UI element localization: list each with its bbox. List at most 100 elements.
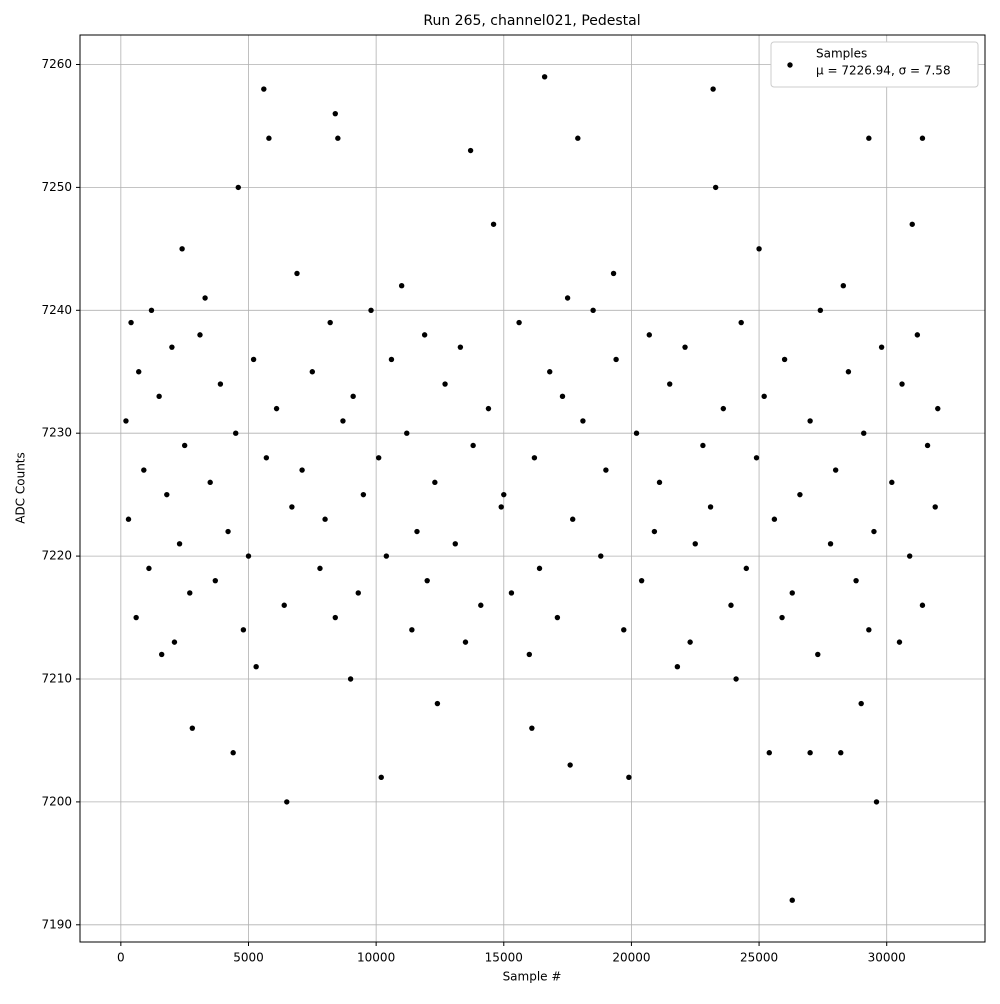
data-point <box>327 319 333 326</box>
x-tick-label: 5000 <box>233 951 264 965</box>
data-point <box>710 86 716 92</box>
data-point <box>743 565 750 572</box>
data-point <box>404 430 410 436</box>
data-point <box>682 344 688 350</box>
data-point <box>253 664 259 670</box>
data-point <box>832 467 839 473</box>
data-point <box>771 516 778 522</box>
data-point <box>815 651 821 658</box>
data-point <box>141 467 147 473</box>
data-point <box>567 762 573 768</box>
x-tick-label: 30000 <box>868 951 906 965</box>
data-point <box>273 405 280 412</box>
data-point <box>692 541 698 547</box>
data-point <box>347 676 354 682</box>
data-point <box>179 246 185 252</box>
data-point <box>541 74 548 80</box>
data-point <box>738 319 744 326</box>
data-point <box>335 135 341 141</box>
data-point <box>667 381 673 387</box>
x-tick-label: 20000 <box>612 951 650 965</box>
data-point <box>284 799 290 805</box>
data-point <box>442 381 448 387</box>
data-point <box>817 307 824 313</box>
data-point <box>700 442 706 449</box>
data-point <box>919 602 926 608</box>
data-point <box>136 369 142 375</box>
data-point <box>128 319 134 326</box>
data-point <box>350 393 356 400</box>
data-point <box>230 750 236 756</box>
legend-annotation: μ = 7226.94, σ = 7.58 <box>816 64 951 78</box>
data-point <box>207 479 213 486</box>
data-point <box>807 750 813 756</box>
data-point <box>421 332 428 338</box>
data-point <box>250 356 257 363</box>
data-point <box>756 246 762 252</box>
data-point <box>845 369 852 375</box>
chart-title: Run 265, channel021, Pedestal <box>423 13 640 29</box>
legend-box <box>770 41 979 88</box>
data-point <box>368 307 374 313</box>
data-point <box>225 528 231 535</box>
data-point <box>485 405 492 412</box>
data-point <box>414 528 420 535</box>
data-point <box>294 270 300 277</box>
data-point <box>547 369 553 375</box>
legend-label: Samples <box>816 47 867 61</box>
data-point <box>766 750 772 756</box>
data-point <box>861 430 867 436</box>
data-point <box>289 504 295 510</box>
data-point <box>529 725 535 731</box>
data-point <box>498 504 504 510</box>
data-point <box>187 590 193 596</box>
legend-marker <box>787 62 793 68</box>
data-point <box>914 332 921 338</box>
data-point <box>235 184 241 191</box>
data-point <box>554 614 561 621</box>
data-point <box>245 553 252 559</box>
data-point <box>712 184 719 191</box>
data-point <box>603 467 609 473</box>
data-point <box>263 455 270 461</box>
data-point <box>181 442 188 449</box>
data-point <box>575 135 581 141</box>
data-point <box>123 418 129 424</box>
data-point <box>899 381 905 387</box>
data-point <box>470 442 476 449</box>
data-point <box>651 528 658 535</box>
data-point <box>896 639 903 645</box>
data-point <box>610 270 617 277</box>
data-point <box>409 627 415 633</box>
data-point <box>457 344 464 350</box>
data-point <box>840 283 847 289</box>
data-point <box>398 283 405 289</box>
x-tick-label: 15000 <box>485 951 523 965</box>
data-point <box>478 602 484 608</box>
data-point <box>508 590 515 596</box>
data-point <box>197 332 203 338</box>
data-point <box>148 307 155 313</box>
data-point <box>674 664 681 670</box>
data-point <box>781 356 788 363</box>
y-tick-label: 7250 <box>41 180 72 194</box>
data-point <box>656 479 663 486</box>
y-tick-label: 7230 <box>41 426 72 440</box>
data-point <box>720 405 727 412</box>
data-point <box>240 627 247 633</box>
data-point <box>388 356 395 363</box>
data-point <box>233 430 239 436</box>
y-tick-label: 7220 <box>41 549 72 563</box>
plot-frame <box>79 34 986 943</box>
data-point <box>753 455 760 461</box>
data-point <box>156 393 162 400</box>
data-point <box>432 479 438 486</box>
data-point <box>827 541 834 547</box>
data-point <box>866 627 872 633</box>
data-point <box>838 750 844 756</box>
data-point <box>317 565 323 572</box>
data-point <box>531 455 538 461</box>
data-point <box>935 405 941 412</box>
y-tick-label: 7190 <box>41 917 72 931</box>
